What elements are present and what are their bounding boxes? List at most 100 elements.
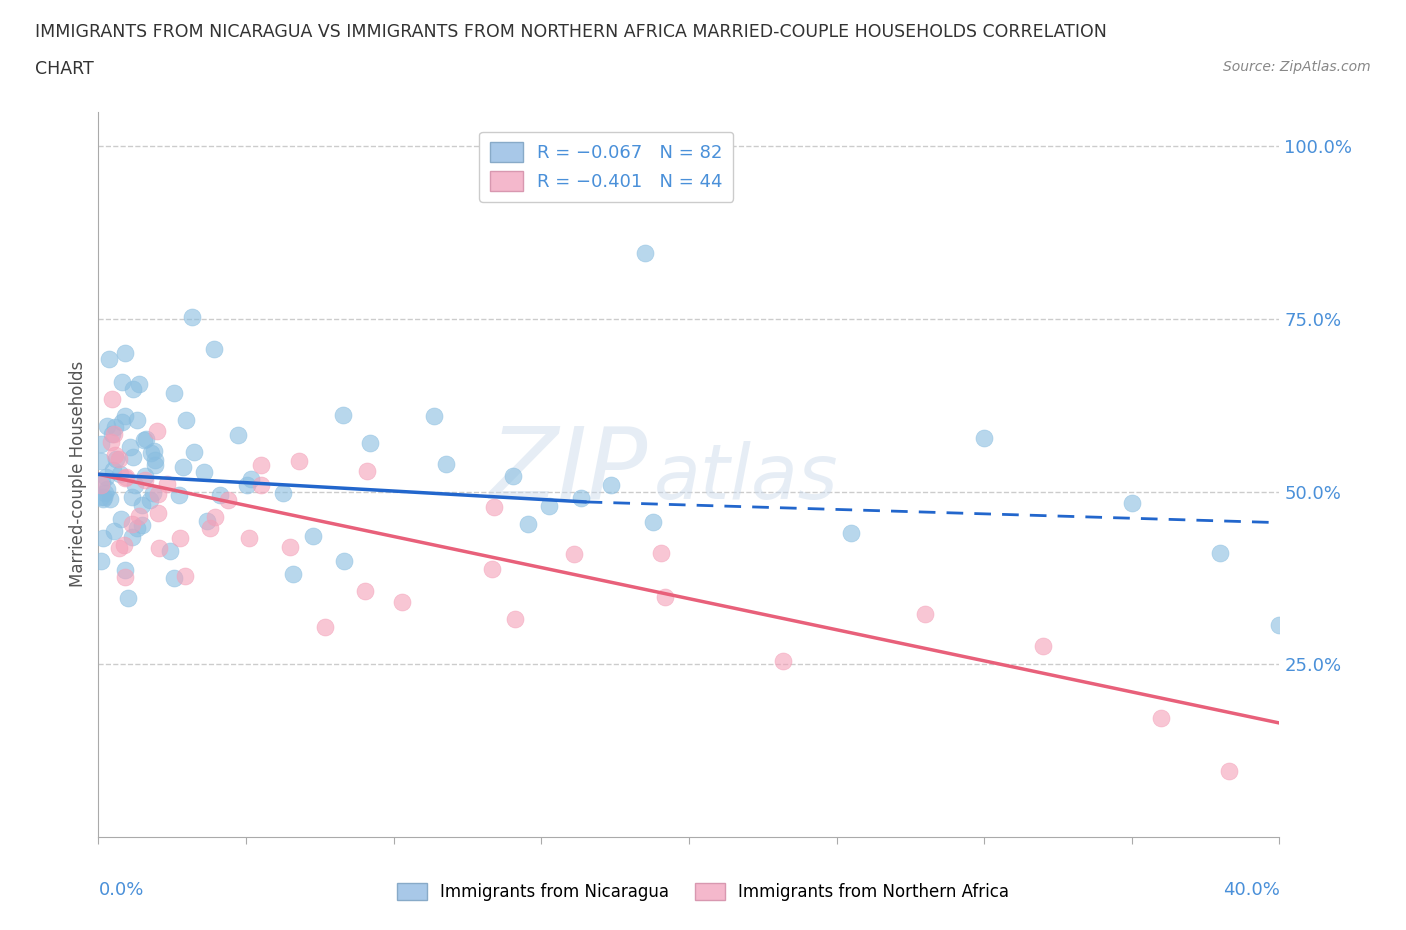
Point xyxy=(101,426,124,441)
Point xyxy=(217,492,239,507)
Point xyxy=(143,444,166,458)
Legend: Immigrants from Nicaragua, Immigrants from Northern Africa: Immigrants from Nicaragua, Immigrants fr… xyxy=(391,876,1015,908)
Text: ZIP: ZIP xyxy=(489,422,648,519)
Point xyxy=(208,487,231,502)
Point xyxy=(1121,495,1143,510)
Y-axis label: Married-couple Households: Married-couple Households xyxy=(69,361,87,588)
Point xyxy=(91,491,114,506)
Point xyxy=(121,450,143,465)
Point xyxy=(114,471,136,485)
Point xyxy=(482,499,505,514)
Point xyxy=(108,540,131,555)
Point xyxy=(600,477,623,492)
Point xyxy=(356,463,378,478)
Point xyxy=(359,436,381,451)
Point xyxy=(193,464,215,479)
Point xyxy=(226,428,249,443)
Point xyxy=(163,570,186,585)
Point xyxy=(108,466,131,481)
Point xyxy=(101,462,124,477)
Text: IMMIGRANTS FROM NICARAGUA VS IMMIGRANTS FROM NORTHERN AFRICA MARRIED-COUPLE HOUS: IMMIGRANTS FROM NICARAGUA VS IMMIGRANTS … xyxy=(35,23,1107,41)
Point xyxy=(104,419,127,434)
Point xyxy=(288,454,311,469)
Point xyxy=(1032,639,1054,654)
Point xyxy=(1150,711,1173,725)
Point xyxy=(114,408,136,423)
Point xyxy=(250,477,273,492)
Point xyxy=(562,547,585,562)
Point xyxy=(108,452,131,467)
Point xyxy=(271,485,294,500)
Point xyxy=(145,452,167,467)
Point xyxy=(159,544,181,559)
Point xyxy=(146,423,169,438)
Point xyxy=(434,457,457,472)
Point xyxy=(1268,618,1291,632)
Point xyxy=(169,530,191,545)
Point xyxy=(103,427,125,442)
Point xyxy=(96,418,118,433)
Point xyxy=(117,591,139,605)
Point xyxy=(114,570,136,585)
Point xyxy=(1209,545,1232,560)
Point xyxy=(134,469,156,484)
Point xyxy=(332,408,354,423)
Point xyxy=(301,528,323,543)
Point xyxy=(235,478,257,493)
Text: CHART: CHART xyxy=(35,60,94,78)
Point xyxy=(138,493,160,508)
Point xyxy=(111,375,134,390)
Point xyxy=(104,451,127,466)
Point xyxy=(93,489,115,504)
Point xyxy=(202,341,225,356)
Point xyxy=(112,538,135,552)
Legend: R = −0.067   N = 82, R = −0.401   N = 44: R = −0.067 N = 82, R = −0.401 N = 44 xyxy=(479,131,734,202)
Point xyxy=(503,611,526,626)
Point xyxy=(354,583,377,598)
Text: atlas: atlas xyxy=(654,441,838,515)
Point xyxy=(115,470,138,485)
Point xyxy=(314,620,336,635)
Point xyxy=(174,569,197,584)
Point xyxy=(278,540,301,555)
Point xyxy=(125,521,148,536)
Point xyxy=(502,469,524,484)
Text: 40.0%: 40.0% xyxy=(1223,881,1279,898)
Point xyxy=(183,445,205,459)
Point xyxy=(103,524,125,538)
Point xyxy=(135,432,157,446)
Point xyxy=(114,346,136,361)
Point xyxy=(104,448,127,463)
Point xyxy=(641,514,664,529)
Point xyxy=(517,516,540,531)
Point xyxy=(238,531,260,546)
Point xyxy=(97,352,120,366)
Point xyxy=(110,512,132,526)
Point xyxy=(146,506,169,521)
Point xyxy=(148,540,170,555)
Point xyxy=(128,377,150,392)
Point xyxy=(423,408,446,423)
Point xyxy=(91,474,114,489)
Point xyxy=(163,386,186,401)
Point xyxy=(142,486,165,501)
Point xyxy=(131,498,153,512)
Point xyxy=(250,458,273,472)
Point xyxy=(146,486,169,501)
Point xyxy=(973,431,995,445)
Point xyxy=(114,563,136,578)
Point xyxy=(634,246,657,260)
Point xyxy=(195,513,218,528)
Point xyxy=(96,481,118,496)
Point xyxy=(90,453,112,468)
Point xyxy=(841,525,863,540)
Point xyxy=(772,654,794,669)
Point xyxy=(110,415,132,430)
Point xyxy=(156,477,179,492)
Point xyxy=(90,478,112,493)
Point xyxy=(172,459,194,474)
Point xyxy=(914,606,936,621)
Point xyxy=(93,485,115,500)
Point xyxy=(650,545,672,560)
Point xyxy=(125,413,148,428)
